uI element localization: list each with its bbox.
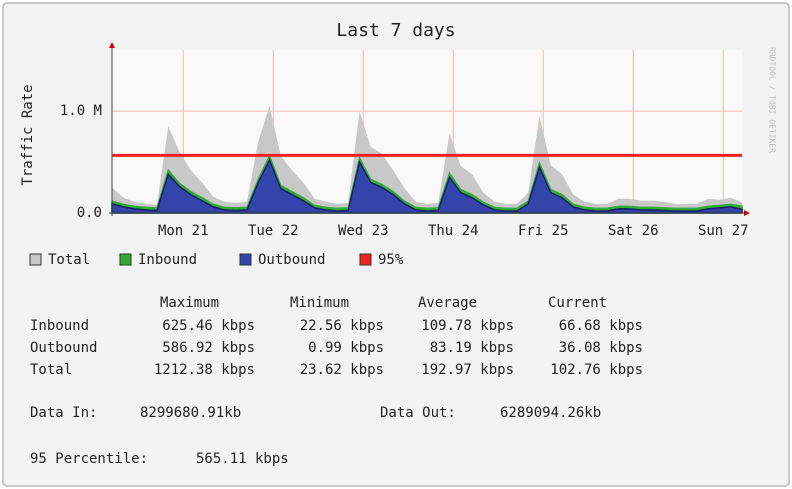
- stats: Maximum Minimum Average Current Inbound 6…: [30, 295, 643, 467]
- plot: 0.0 1.0 M Mon 21 Tue 22 Wed 23 Thu 24 Fri 25 Sa…: [60, 42, 750, 239]
- x-tick-label: Fri 25: [518, 223, 569, 239]
- y-tick-label: 1.0 M: [60, 103, 102, 119]
- legend-label: 95%: [378, 252, 404, 268]
- legend-swatch: [239, 253, 252, 266]
- stats-value: 102.76 kbps: [550, 362, 643, 378]
- chart-title: Last 7 days: [336, 20, 455, 41]
- x-tick-label: Tue 22: [248, 223, 299, 239]
- stats-value: 66.68 kbps: [559, 318, 643, 334]
- legend-swatch: [29, 253, 42, 266]
- x-tick-label: Thu 24: [428, 223, 479, 239]
- legend-label: Inbound: [138, 252, 197, 268]
- legend-label: Outbound: [258, 252, 325, 268]
- y-tick-label: 0.0: [77, 205, 102, 221]
- stats-header: Maximum: [160, 295, 219, 311]
- x-tick-label: Sun 27: [698, 223, 749, 239]
- data-out: 6289094.26kb: [500, 405, 601, 421]
- stats-row-label: Inbound: [30, 318, 89, 334]
- percentile-label: 95 Percentile:: [30, 451, 148, 467]
- x-tick-label: Sat 26: [608, 223, 659, 239]
- area: [111, 158, 743, 214]
- legend-swatch: [119, 253, 132, 266]
- plot-area: [112, 50, 742, 213]
- legend: Total Inbound Outbound 95%: [29, 252, 404, 268]
- stats-value: 22.56 kbps: [300, 318, 384, 334]
- data-in: 8299680.91kb: [140, 405, 241, 421]
- stats-header: Average: [418, 295, 477, 311]
- watermark: RRDTOOL / TOBI OETIKER: [768, 47, 777, 153]
- stats-header: Current: [548, 295, 607, 311]
- stats-value: 83.19 kbps: [430, 340, 514, 356]
- stats-value: 0.99 kbps: [308, 340, 384, 356]
- stats-value: 36.08 kbps: [559, 340, 643, 356]
- stats-rows: Inbound 625.46 kbps 22.56 kbps 109.78 kbps 6…: [30, 318, 643, 378]
- stats-row-label: Outbound: [30, 340, 97, 356]
- axis-arrow: [109, 42, 115, 48]
- stats-value: 586.92 kbps: [162, 340, 255, 356]
- stats-value: 192.97 kbps: [421, 362, 514, 378]
- data-out-label: Data Out:: [380, 405, 456, 421]
- x-tick-label: Wed 23: [338, 223, 389, 239]
- percentile: 565.11 kbps: [196, 451, 289, 467]
- x-tick-label: Mon 21: [158, 223, 209, 239]
- stats-row-label: Total: [30, 362, 72, 378]
- data-in-label: Data In:: [30, 405, 97, 421]
- legend-label: Total: [48, 252, 90, 268]
- axis-arrow: [744, 210, 750, 216]
- stats-value: 109.78 kbps: [421, 318, 514, 334]
- stats-value: 625.46 kbps: [162, 318, 255, 334]
- stats-value: 23.62 kbps: [300, 362, 384, 378]
- legend-swatch: [359, 253, 372, 266]
- stats-value: 1212.38 kbps: [154, 362, 255, 378]
- y-axis-label: Traffic Rate: [20, 84, 36, 185]
- stats-header: Minimum: [290, 295, 349, 311]
